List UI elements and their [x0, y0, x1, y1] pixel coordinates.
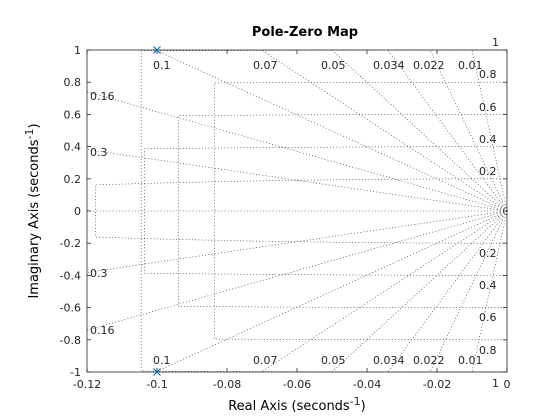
grid-label: 0.1: [153, 354, 171, 367]
damping-line: [429, 210, 508, 373]
grid-label: 0.3: [90, 267, 108, 280]
damping-gridlines: [86, 49, 508, 373]
damping-line: [155, 49, 508, 212]
pole-markers: [153, 46, 161, 376]
x-tick-label: -0.12: [73, 378, 101, 391]
frequency-arc: [178, 114, 508, 308]
grid-label: 0.8: [479, 344, 497, 357]
x-tick-label: -0.04: [353, 378, 381, 391]
y-tick-label: 0: [74, 205, 81, 218]
grid-label: 0.2: [479, 247, 497, 260]
y-axis-label-suffix: ): [27, 123, 42, 128]
y-tick-label: 0.6: [64, 108, 82, 121]
damping-line: [387, 210, 508, 373]
x-tick-label: -0.06: [283, 378, 311, 391]
x-axis-label: Real Axis (seconds-1): [228, 395, 366, 414]
damping-line: [331, 49, 508, 212]
plot-frame: [86, 49, 508, 373]
grid-label: 0.1: [153, 59, 171, 72]
y-tick-label: 1: [74, 44, 81, 57]
damping-line: [331, 210, 508, 373]
x-tick-label: -0.02: [423, 378, 451, 391]
grid-label: 0.07: [253, 354, 278, 367]
grid-label: 0.034: [373, 354, 405, 367]
grid-label: 0.05: [321, 354, 346, 367]
y-tick-label: -0.2: [60, 237, 81, 250]
y-tick-label: 0.8: [64, 76, 82, 89]
damping-line: [429, 49, 508, 212]
grid-label: 0.022: [413, 59, 445, 72]
grid-label: 1: [492, 377, 499, 390]
grid-label: 0.01: [458, 59, 483, 72]
grid-label: 0.022: [413, 354, 445, 367]
damping-line: [155, 210, 508, 373]
damping-line: [86, 149, 508, 212]
damping-line: [86, 210, 508, 273]
damping-line: [261, 49, 508, 212]
y-tick-label: -0.8: [60, 334, 81, 347]
damping-labels: 0.1 0.07 0.05 0.034 0.022 0.01 0.1 0.07 0.05 0.03…: [90, 36, 499, 390]
grid-label: 0.6: [479, 311, 497, 324]
y-axis-label-text: Imaginary Axis (seconds: [27, 139, 42, 298]
y-axis-label-superscript: -1: [23, 129, 36, 140]
x-tick-label: -0.08: [213, 378, 241, 391]
y-tick-label: 0.2: [64, 173, 82, 186]
grid-label: 0.16: [90, 90, 115, 103]
x-tick-label: -0.1: [146, 378, 167, 391]
y-tick-label: -1: [70, 366, 81, 379]
x-axis-label-superscript: -1: [350, 395, 361, 408]
damping-line: [86, 210, 508, 331]
pole-marker: [153, 46, 161, 54]
grid-label: 0.01: [458, 354, 483, 367]
x-axis-label-text: Real Axis (seconds: [228, 399, 350, 414]
grid-label: 0.05: [321, 59, 346, 72]
grid-label: 0.07: [253, 59, 278, 72]
y-tick-label: -0.6: [60, 302, 81, 315]
axis-ticks: -0.12 -0.1 -0.08 -0.06 -0.04 -0.02 0 -1 -0.8 -0.6…: [60, 44, 511, 391]
grid-label: 0.4: [479, 133, 497, 146]
damping-line: [86, 91, 508, 212]
y-tick-label: 0.4: [64, 141, 82, 154]
plot-area: [87, 50, 507, 372]
grid-label: 0.4: [479, 279, 497, 292]
grid-label: 0.8: [479, 68, 497, 81]
grid-label: 0.6: [479, 101, 497, 114]
chart-title: Pole-Zero Map: [252, 25, 358, 40]
x-axis-label-suffix: ): [361, 399, 366, 414]
frequency-arc: [214, 81, 508, 341]
y-tick-label: -0.4: [60, 269, 81, 282]
pole-marker: [153, 368, 161, 376]
y-axis-label: Imaginary Axis (seconds-1): [23, 123, 42, 298]
grid-label: 0.3: [90, 146, 108, 159]
x-tick-label: 0: [504, 378, 511, 391]
grid-label: 1: [492, 36, 499, 49]
frequency-arc: [95, 178, 507, 244]
grid-label: 0.2: [479, 165, 497, 178]
damping-line: [261, 210, 508, 373]
grid-label: 0.16: [90, 324, 115, 337]
grid-label: 0.034: [373, 59, 405, 72]
damping-line: [387, 49, 508, 212]
